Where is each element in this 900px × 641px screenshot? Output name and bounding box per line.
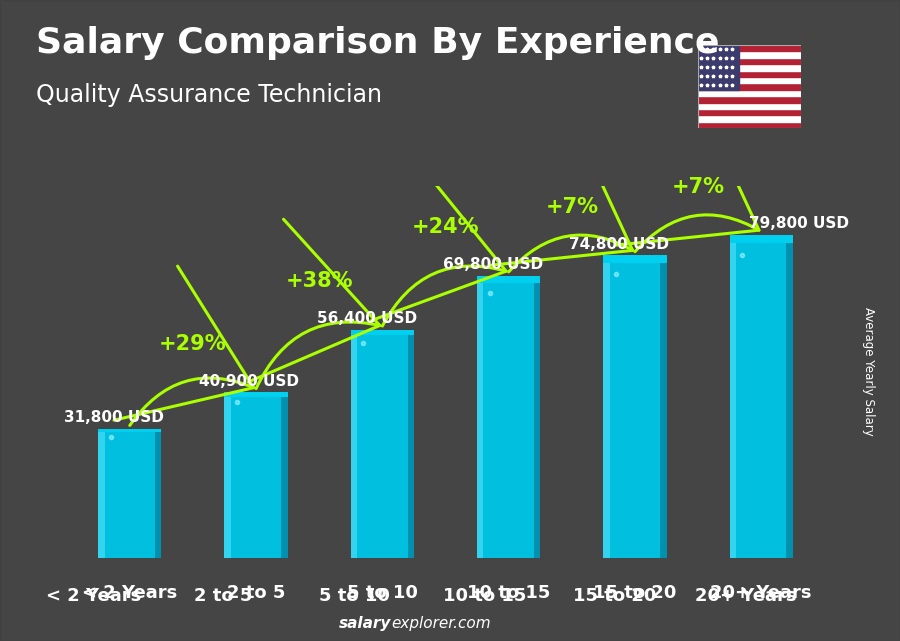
Bar — [698, 71, 801, 77]
Text: 79,800 USD: 79,800 USD — [749, 217, 849, 231]
Text: 10 to 15: 10 to 15 — [443, 587, 526, 605]
Bar — [698, 77, 801, 83]
Bar — [698, 83, 801, 90]
Bar — [477, 276, 540, 558]
Bar — [282, 392, 288, 558]
Text: 20+ Years: 20+ Years — [710, 584, 812, 602]
Bar — [98, 429, 161, 433]
Bar — [730, 235, 736, 558]
Text: salary: salary — [339, 615, 392, 631]
Bar — [224, 392, 230, 558]
Bar — [477, 276, 540, 283]
FancyArrowPatch shape — [114, 266, 254, 426]
Bar — [698, 90, 801, 96]
Bar — [787, 235, 793, 558]
Text: 56,400 USD: 56,400 USD — [317, 311, 417, 326]
Bar — [661, 255, 667, 558]
Bar — [98, 429, 161, 558]
Bar — [603, 255, 667, 263]
Bar — [224, 392, 288, 558]
Text: +29%: +29% — [159, 334, 227, 354]
Bar — [730, 235, 793, 243]
Text: Average Yearly Salary: Average Yearly Salary — [862, 308, 875, 436]
Text: 15 to 20: 15 to 20 — [593, 584, 677, 602]
Bar — [698, 122, 801, 128]
Bar — [351, 329, 414, 335]
Bar — [477, 276, 483, 558]
Text: 5 to 10: 5 to 10 — [319, 587, 390, 605]
Text: 15 to 20: 15 to 20 — [573, 587, 657, 605]
FancyArrowPatch shape — [248, 219, 380, 388]
Text: +38%: +38% — [285, 271, 353, 292]
Text: 20+ Years: 20+ Years — [695, 587, 796, 605]
Text: +24%: +24% — [412, 217, 479, 237]
Bar — [534, 276, 540, 558]
Text: Quality Assurance Technician: Quality Assurance Technician — [36, 83, 382, 107]
Text: +7%: +7% — [545, 197, 598, 217]
Text: 31,800 USD: 31,800 USD — [64, 410, 164, 426]
Text: 69,800 USD: 69,800 USD — [443, 257, 543, 272]
Text: < 2 Years: < 2 Years — [82, 584, 177, 602]
FancyArrowPatch shape — [372, 160, 506, 326]
Text: 2 to 5: 2 to 5 — [194, 587, 253, 605]
Bar — [698, 103, 801, 109]
Bar — [408, 329, 414, 558]
Bar — [603, 255, 667, 558]
Bar — [603, 255, 609, 558]
Bar — [698, 64, 801, 71]
Bar — [155, 429, 161, 558]
Text: explorer.com: explorer.com — [392, 615, 491, 631]
Bar — [351, 329, 414, 558]
Bar — [351, 329, 357, 558]
Text: Salary Comparison By Experience: Salary Comparison By Experience — [36, 26, 719, 60]
Bar — [698, 51, 801, 58]
Text: +7%: +7% — [671, 177, 724, 197]
Text: < 2 Years: < 2 Years — [46, 587, 140, 605]
Bar — [698, 45, 739, 90]
Text: 5 to 10: 5 to 10 — [346, 584, 418, 602]
Bar — [698, 58, 801, 64]
Bar — [698, 109, 801, 115]
Bar — [698, 96, 801, 103]
Bar — [224, 392, 288, 397]
FancyArrowPatch shape — [616, 100, 759, 252]
Bar — [730, 235, 793, 558]
Text: 2 to 5: 2 to 5 — [227, 584, 285, 602]
Bar — [98, 429, 104, 558]
Text: 74,800 USD: 74,800 USD — [570, 237, 670, 252]
Text: 10 to 15: 10 to 15 — [467, 584, 550, 602]
Text: 40,900 USD: 40,900 USD — [199, 374, 299, 388]
Bar — [698, 45, 801, 51]
Bar — [698, 115, 801, 122]
FancyArrowPatch shape — [491, 121, 633, 272]
